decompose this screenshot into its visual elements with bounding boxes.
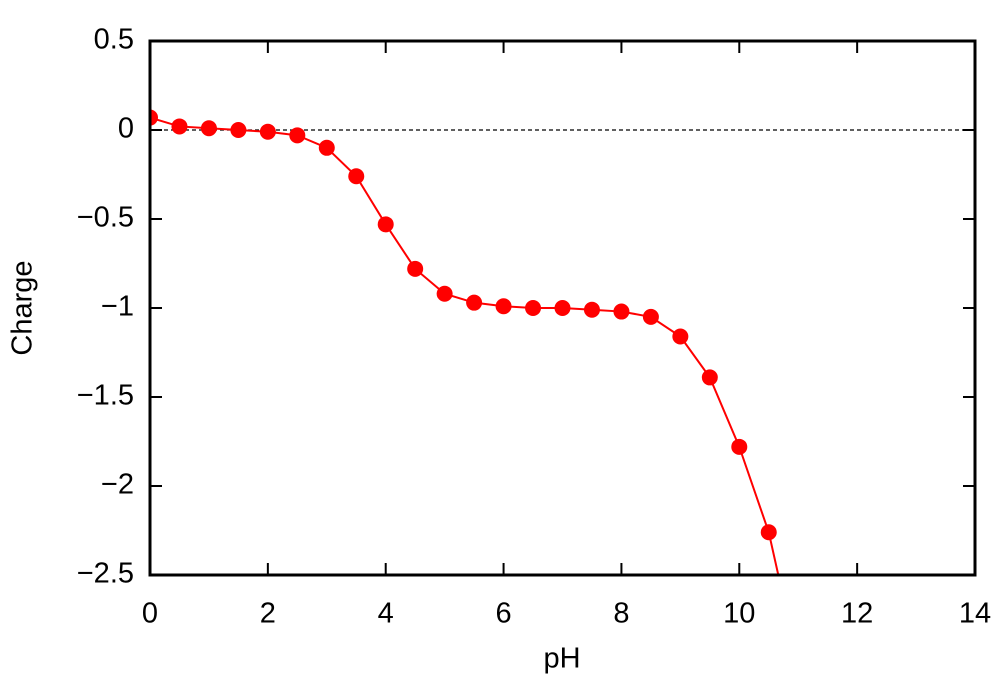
data-point bbox=[377, 216, 394, 233]
data-point bbox=[436, 285, 453, 302]
plot-frame bbox=[148, 39, 977, 577]
data-point bbox=[171, 118, 188, 135]
x-tick-label: 6 bbox=[496, 598, 512, 630]
y-axis-label: Charge bbox=[7, 260, 39, 355]
x-tick-label: 0 bbox=[142, 598, 158, 630]
data-point bbox=[790, 656, 806, 672]
data-point bbox=[318, 139, 335, 156]
x-tick-label: 2 bbox=[260, 598, 276, 630]
data-point bbox=[150, 109, 158, 126]
data-point bbox=[289, 127, 306, 144]
data-point bbox=[672, 328, 689, 345]
x-axis-label: pH bbox=[543, 643, 580, 675]
data-point bbox=[348, 168, 365, 185]
x-tick-label: 14 bbox=[959, 598, 991, 630]
y-tick-label: −1 bbox=[101, 291, 134, 323]
data-point bbox=[259, 123, 276, 140]
y-tick-label: −0.5 bbox=[77, 202, 134, 234]
data-point bbox=[200, 120, 217, 137]
data-point bbox=[407, 260, 424, 277]
y-tick-label: −1.5 bbox=[77, 380, 134, 412]
data-point bbox=[642, 308, 659, 325]
data-point bbox=[701, 369, 718, 386]
y-tick-label: −2 bbox=[101, 469, 134, 501]
data-point bbox=[230, 122, 247, 138]
data-point bbox=[554, 300, 571, 316]
data-point bbox=[525, 300, 542, 316]
y-tick-label: −2.5 bbox=[77, 558, 134, 590]
data-point bbox=[613, 303, 630, 320]
y-tick-label: 0 bbox=[118, 113, 134, 145]
y-tick-label: 0.5 bbox=[94, 24, 134, 56]
data-point bbox=[760, 524, 777, 541]
x-tick-label: 10 bbox=[723, 598, 755, 630]
data-point bbox=[495, 298, 512, 315]
data-point bbox=[731, 438, 748, 455]
data-line bbox=[150, 116, 780, 575]
x-tick-label: 8 bbox=[613, 598, 629, 630]
data-point bbox=[466, 294, 483, 311]
plot-area bbox=[150, 109, 806, 672]
x-tick-label: 12 bbox=[841, 598, 873, 630]
x-tick-label: 4 bbox=[378, 598, 394, 630]
data-point bbox=[583, 301, 600, 318]
